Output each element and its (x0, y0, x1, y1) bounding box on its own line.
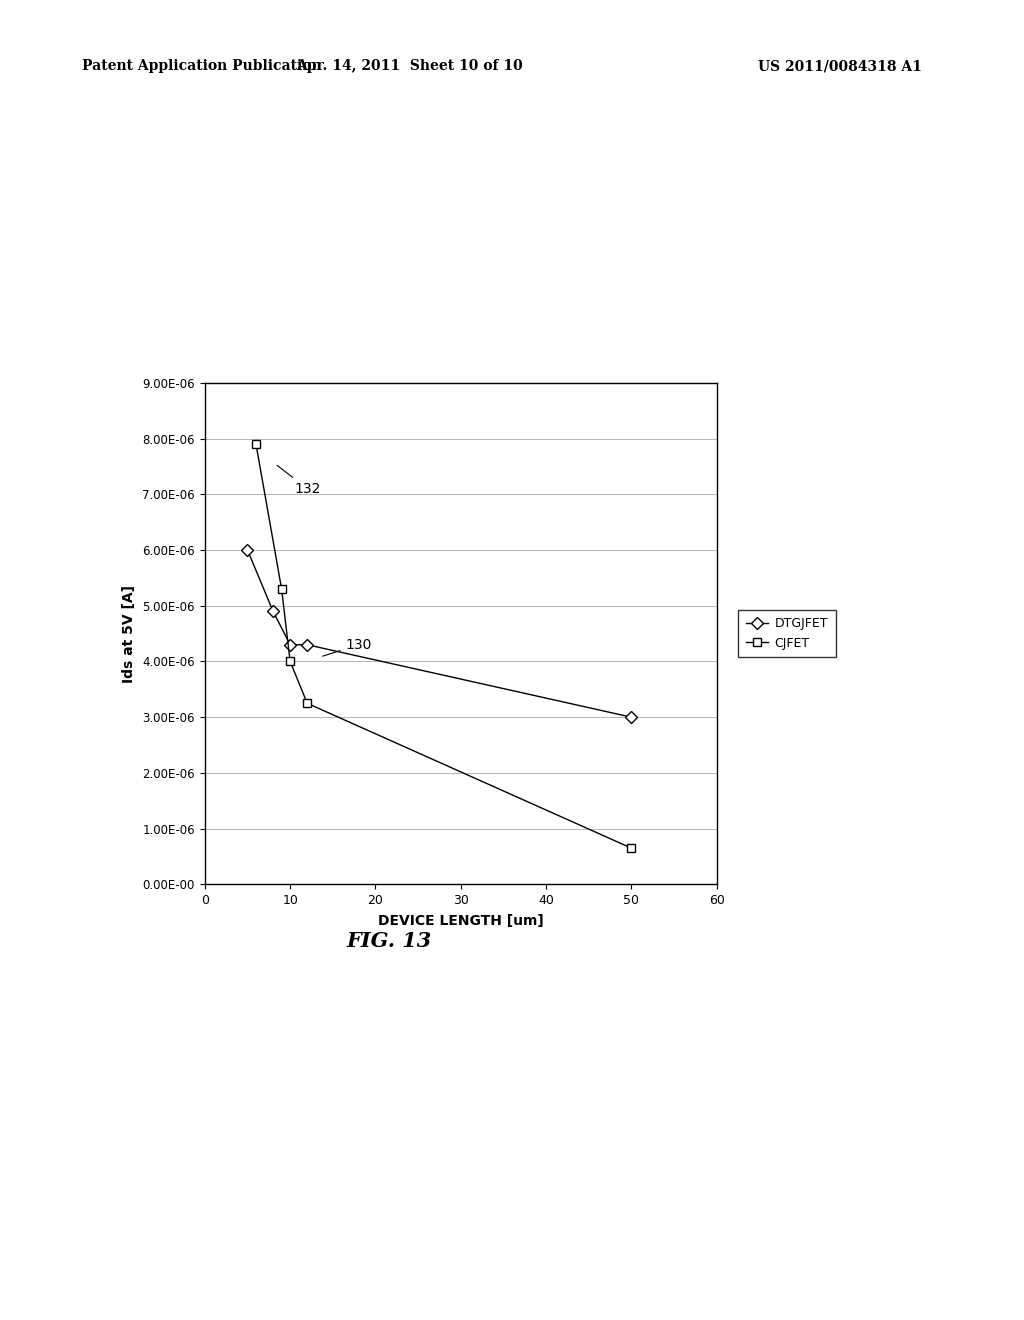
Text: FIG. 13: FIG. 13 (346, 931, 432, 950)
Y-axis label: Ids at 5V [A]: Ids at 5V [A] (122, 585, 135, 682)
Legend: DTGJFET, CJFET: DTGJFET, CJFET (738, 610, 836, 657)
Text: 130: 130 (323, 638, 372, 656)
Text: US 2011/0084318 A1: US 2011/0084318 A1 (758, 59, 922, 74)
X-axis label: DEVICE LENGTH [um]: DEVICE LENGTH [um] (378, 913, 544, 928)
Text: 132: 132 (276, 466, 321, 496)
Text: Patent Application Publication: Patent Application Publication (82, 59, 322, 74)
Text: Apr. 14, 2011  Sheet 10 of 10: Apr. 14, 2011 Sheet 10 of 10 (296, 59, 523, 74)
